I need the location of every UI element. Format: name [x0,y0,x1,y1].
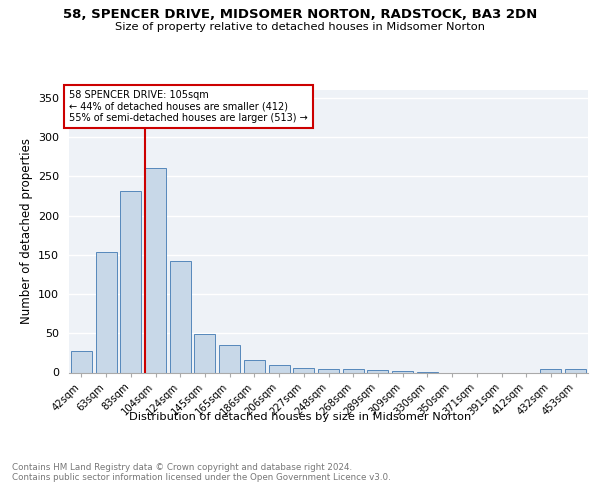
Bar [269,364,290,372]
Y-axis label: Number of detached properties: Number of detached properties [20,138,32,324]
Text: Size of property relative to detached houses in Midsomer Norton: Size of property relative to detached ho… [115,22,485,32]
Bar [120,191,141,372]
Bar [293,368,314,372]
Bar [318,368,339,372]
Bar [219,345,240,372]
Bar [343,370,364,372]
Text: Contains HM Land Registry data © Crown copyright and database right 2024.
Contai: Contains HM Land Registry data © Crown c… [12,462,391,482]
Bar [95,252,116,372]
Text: 58, SPENCER DRIVE, MIDSOMER NORTON, RADSTOCK, BA3 2DN: 58, SPENCER DRIVE, MIDSOMER NORTON, RADS… [63,8,537,20]
Text: Distribution of detached houses by size in Midsomer Norton: Distribution of detached houses by size … [129,412,471,422]
Bar [194,334,215,372]
Bar [170,261,191,372]
Bar [392,371,413,372]
Bar [244,360,265,372]
Bar [145,168,166,372]
Bar [541,370,562,372]
Bar [71,350,92,372]
Bar [367,370,388,372]
Bar [565,370,586,372]
Text: 58 SPENCER DRIVE: 105sqm
← 44% of detached houses are smaller (412)
55% of semi-: 58 SPENCER DRIVE: 105sqm ← 44% of detach… [69,90,308,123]
